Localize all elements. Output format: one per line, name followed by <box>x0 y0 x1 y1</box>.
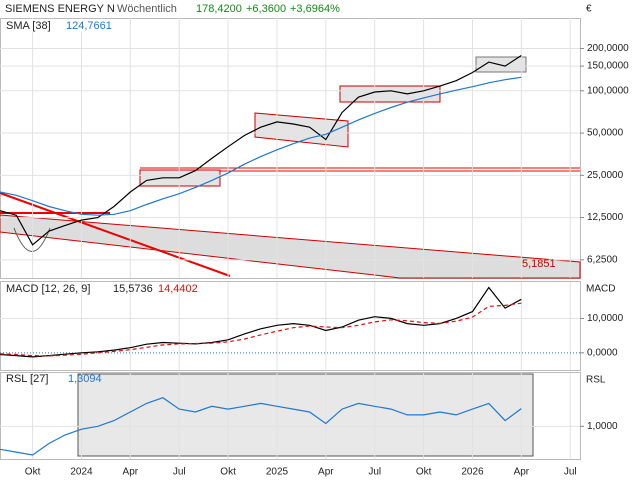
x-tick-label: 2024 <box>70 467 93 478</box>
y-tick-label: 12,5000 <box>587 212 624 223</box>
macd-title: MACD [12, 26, 9] <box>6 283 90 295</box>
x-tick-label: Jul <box>173 467 186 478</box>
down-channel <box>0 214 581 279</box>
price-panel <box>0 18 581 279</box>
unit: € <box>586 4 592 15</box>
legend-bg <box>3 19 123 32</box>
legend-sma-value: 124,7661 <box>66 20 112 32</box>
series-line <box>0 76 522 216</box>
x-tick-label: Okt <box>220 467 236 478</box>
y-tick-label: 100,0000 <box>587 85 629 96</box>
annotation: 5,1851 <box>522 258 556 270</box>
grid <box>0 18 584 459</box>
y-tick-label: 1,0000 <box>587 421 618 432</box>
x-tick-label: Jul <box>368 467 381 478</box>
down-trend <box>0 192 231 277</box>
y-tick-label: 6,2500 <box>587 254 618 265</box>
macd-panel <box>0 281 581 371</box>
rsl-axis-label: RSL <box>586 375 606 386</box>
marks <box>0 54 522 456</box>
y-tick-label: 25,0000 <box>587 170 624 181</box>
pattern-arc <box>13 227 51 252</box>
change-pct: +3,6964% <box>290 3 340 15</box>
y-tick-label: 0,0000 <box>587 347 618 358</box>
y-tick-label: 50,0000 <box>587 128 624 139</box>
x-tick-label: Jul <box>564 467 577 478</box>
x-tick-label: Apr <box>514 467 530 478</box>
macd-value: 15,5736 <box>113 283 153 295</box>
series-line <box>0 54 522 246</box>
rsl-title: RSL [27] <box>6 373 48 385</box>
rsl-value: 1,3094 <box>68 373 102 385</box>
y-tick-label: 150,0000 <box>587 61 629 72</box>
x-tick-label: Okt <box>416 467 432 478</box>
x-tick-label: 2025 <box>266 467 289 478</box>
rsl-range-box <box>77 373 534 457</box>
signal-value: 14,4402 <box>158 283 198 295</box>
legend-sma: SMA [38] <box>6 20 51 32</box>
series-line <box>0 302 522 357</box>
x-tick-label: Apr <box>123 467 139 478</box>
series-line <box>0 286 522 358</box>
x-tick-label: Okt <box>25 467 41 478</box>
x-tick-label: 2026 <box>461 467 484 478</box>
x-tick-label: Apr <box>318 467 334 478</box>
y-tick-label: 200,0000 <box>587 43 629 54</box>
change: +6,3600 <box>246 3 286 15</box>
macd-axis-label: MACD <box>586 284 615 295</box>
y-tick-label: 10,0000 <box>587 313 624 324</box>
interval: Wöchentlich <box>117 3 177 15</box>
last-price: 178,4200 <box>196 3 242 15</box>
rsl-panel <box>0 372 581 460</box>
instrument-title: SIEMENS ENERGY N <box>5 3 115 15</box>
trend-drawings <box>0 56 581 279</box>
series-line <box>0 397 522 456</box>
